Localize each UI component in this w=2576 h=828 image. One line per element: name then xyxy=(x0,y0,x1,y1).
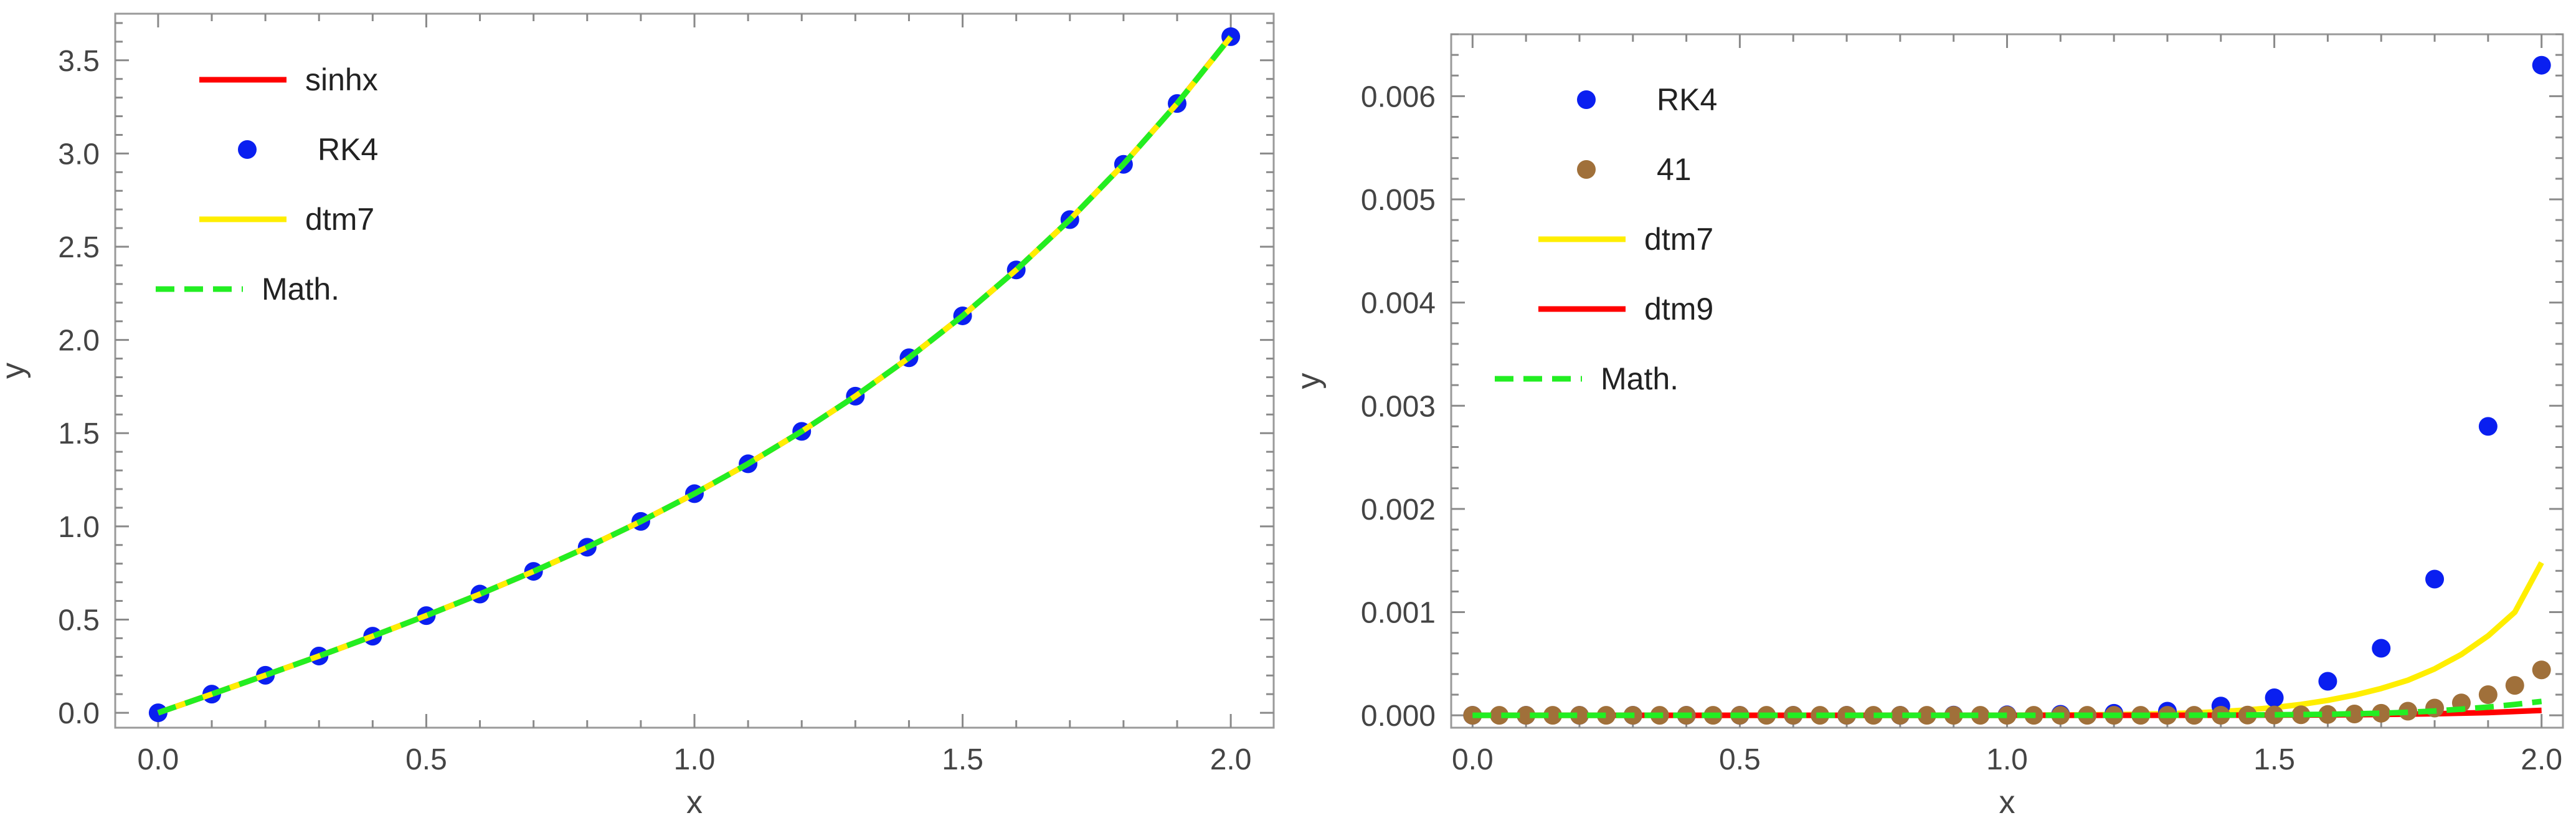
series-rk4-point xyxy=(2478,417,2498,436)
y-tick-label: 0.0 xyxy=(58,697,100,730)
series-rk4-point xyxy=(2265,688,2284,707)
x-tick-label: 1.0 xyxy=(1986,743,2028,776)
series-41-point xyxy=(1517,706,1536,725)
x-tick-label: 0.0 xyxy=(1452,743,1494,776)
series-rk4-point xyxy=(2318,672,2337,691)
series-41-point xyxy=(2345,704,2364,723)
x-tick-label: 2.0 xyxy=(1210,743,1252,776)
series-41-point xyxy=(1596,706,1616,725)
x-tick-label: 1.5 xyxy=(942,743,983,776)
y-tick-label: 1.5 xyxy=(58,417,100,450)
y-tick-label: 0.001 xyxy=(1361,597,1436,630)
x-tick-label: 0.5 xyxy=(405,743,447,776)
series-41-point xyxy=(2265,705,2284,725)
legend: RK4 41 dtm7 dtm9 Math. xyxy=(1495,82,1717,396)
right-chart: 0.0 0.5 1.0 1.5 2.0 0.000 0.001 0.002 0.003 0.004… xyxy=(1290,33,2564,821)
series-41-point xyxy=(1570,706,1589,725)
x-tick-label: 0.0 xyxy=(138,743,179,776)
legend-rk4-label: RK4 xyxy=(1657,82,1717,117)
series-rk4-point xyxy=(2532,55,2551,75)
y-tick-label: 0.006 xyxy=(1361,80,1436,113)
x-axis-label: x xyxy=(686,784,703,821)
series-41-point xyxy=(1543,706,1563,725)
y-tick-label: 0.5 xyxy=(58,604,100,637)
x-axis-label: x xyxy=(1999,784,2015,821)
series-41-point xyxy=(1917,706,1936,725)
x-tick-label: 2.0 xyxy=(2521,743,2562,776)
series-41-point xyxy=(2532,660,2551,680)
series-41-point xyxy=(1997,706,2017,725)
left-chart: 0.0 0.5 1.0 1.5 2.0 0.0 0.5 1.0 1.5 2.0 2.5 3.0 3.5 x… xyxy=(0,12,1275,821)
series-41-point xyxy=(2372,703,2391,723)
plot-frame xyxy=(114,12,1275,729)
series-math-line xyxy=(1472,698,2542,718)
y-tick-label: 3.0 xyxy=(58,138,100,171)
series-math-line xyxy=(157,34,1233,716)
y-tick-label: 0.003 xyxy=(1361,390,1436,423)
x-tick-label: 1.5 xyxy=(2253,743,2295,776)
y-tick-label: 0.002 xyxy=(1361,493,1436,526)
legend-41-label: 41 xyxy=(1657,152,1692,187)
x-tick-label: 0.5 xyxy=(1719,743,1761,776)
y-tick-label: 3.5 xyxy=(58,45,100,78)
y-tick-label: 0.000 xyxy=(1361,700,1436,733)
series-41-point xyxy=(2505,676,2524,695)
series-41-point xyxy=(2478,685,2498,704)
legend-rk4-marker xyxy=(1577,90,1596,109)
y-tick-label: 2.0 xyxy=(58,325,100,358)
y-axis-label: y xyxy=(0,363,31,379)
x-tick-label: 1.0 xyxy=(674,743,716,776)
series-41-point xyxy=(1890,706,1910,725)
y-tick-label: 0.004 xyxy=(1361,287,1436,320)
legend-41-marker xyxy=(1577,160,1596,179)
legend-rk4-label: RK4 xyxy=(318,132,378,167)
series-41-point xyxy=(1971,706,1990,725)
y-tick-label: 1.0 xyxy=(58,511,100,544)
legend-math-label: Math. xyxy=(262,272,339,307)
y-axis-label: y xyxy=(1290,373,1327,389)
legend-math-label: Math. xyxy=(1601,361,1679,396)
legend-sinhx-label: sinhx xyxy=(305,62,378,97)
legend: sinhx RK4 dtm7 Math. xyxy=(156,62,378,307)
legend-rk4-marker xyxy=(238,140,257,159)
series-41-point xyxy=(2425,698,2445,718)
legend-dtm7-label: dtm7 xyxy=(305,202,374,237)
y-tick-label: 2.5 xyxy=(58,231,100,264)
series-rk4-point xyxy=(2372,639,2391,658)
series-rk4-point xyxy=(2425,569,2445,589)
series-41-point xyxy=(2318,705,2337,724)
y-tick-label: 0.005 xyxy=(1361,184,1436,217)
legend-dtm9-label: dtm9 xyxy=(1644,292,1713,326)
series-41-point xyxy=(1944,706,1963,725)
series-41-point xyxy=(1863,706,1883,725)
legend-dtm7-label: dtm7 xyxy=(1644,222,1713,257)
series-41-point xyxy=(2291,705,2311,725)
series-41-point xyxy=(1490,706,1509,725)
